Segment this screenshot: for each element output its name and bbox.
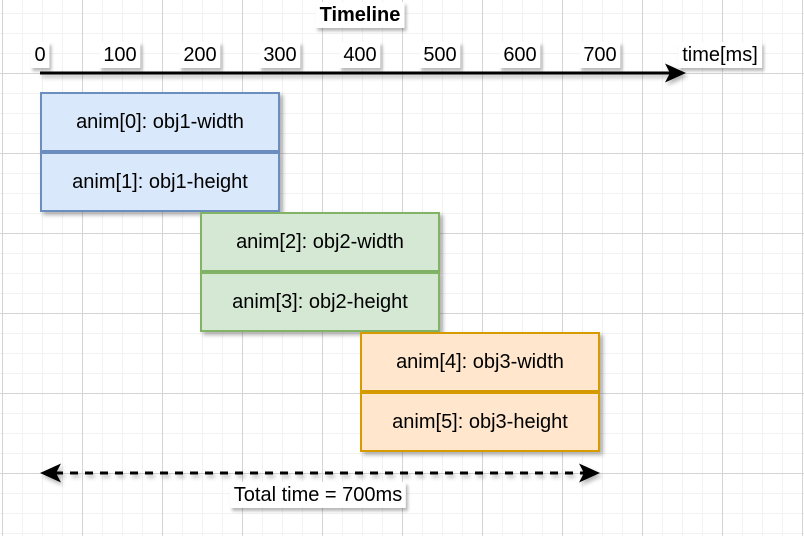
bar-anim3-label: anim[3]: obj2-height bbox=[232, 290, 408, 313]
bar-anim1-obj1-height: anim[1]: obj1-height bbox=[40, 152, 280, 212]
bar-anim1-label: anim[1]: obj1-height bbox=[72, 170, 248, 193]
axis-tick-label-200: 200 bbox=[179, 42, 221, 68]
bar-anim2-label: anim[2]: obj2-width bbox=[236, 230, 404, 253]
axis-tick-label-500: 500 bbox=[419, 42, 461, 68]
bar-anim0-obj1-width: anim[0]: obj1-width bbox=[40, 92, 280, 152]
axis-tick-label-700: 700 bbox=[579, 42, 621, 68]
axis-tick-label-100: 100 bbox=[99, 42, 141, 68]
total-time-right-arrowhead-icon bbox=[579, 463, 600, 483]
total-time-left-arrowhead-icon bbox=[40, 463, 61, 483]
timeline-title: Timeline bbox=[315, 2, 405, 28]
bar-anim4-obj3-width: anim[4]: obj3-width bbox=[360, 332, 600, 392]
bar-anim5-label: anim[5]: obj3-height bbox=[392, 410, 568, 433]
bar-anim4-label: anim[4]: obj3-width bbox=[396, 350, 564, 373]
axis-tick-label-400: 400 bbox=[339, 42, 381, 68]
total-time-label: Total time = 700ms bbox=[229, 482, 407, 508]
bar-anim2-obj2-width: anim[2]: obj2-width bbox=[200, 212, 440, 272]
axis-tick-label-600: 600 bbox=[499, 42, 541, 68]
axis-unit-label: time[ms] bbox=[678, 42, 762, 68]
axis-tick-label-300: 300 bbox=[259, 42, 301, 68]
bar-anim5-obj3-height: anim[5]: obj3-height bbox=[360, 392, 600, 452]
bar-anim0-label: anim[0]: obj1-width bbox=[76, 110, 244, 133]
axis-tick-label-0: 0 bbox=[30, 42, 50, 68]
bar-anim3-obj2-height: anim[3]: obj2-height bbox=[200, 272, 440, 332]
